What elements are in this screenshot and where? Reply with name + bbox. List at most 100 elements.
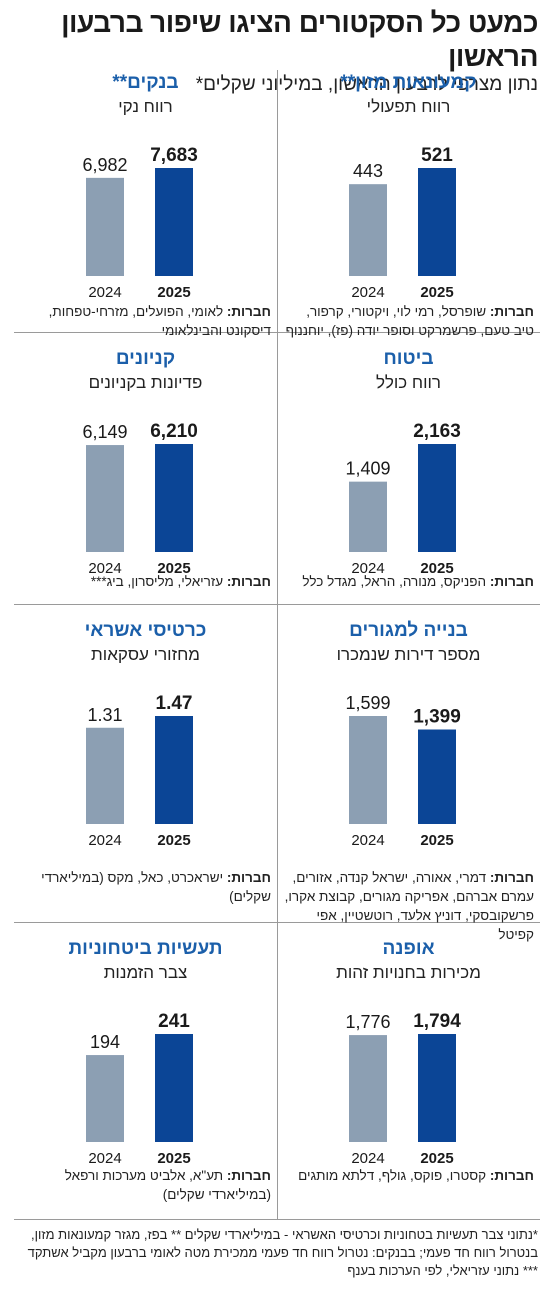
sector-metric: מכירות בחנויות זהות: [336, 963, 481, 982]
bar-2025: [155, 716, 193, 824]
charts-grid: קמעונאות מזון** רווח תפעולי 443 2024 521 2025…: [14, 56, 540, 1220]
bar-2024: [349, 481, 387, 552]
tick-label-2024: 2024: [88, 284, 121, 301]
companies-list: קסטרו, פוקס, גולף, דלתא מותגים: [298, 1168, 490, 1183]
companies-label: חברות:: [489, 304, 534, 319]
sector-title: בנקים**: [112, 72, 179, 93]
value-label-2025: 1.47: [156, 693, 193, 714]
value-label-2024: 1.31: [87, 705, 122, 725]
bar-chart-svg: 1.31 2024 1.47 2025: [86, 693, 193, 849]
bar-chart: 1,599 2024 1,399 2025: [277, 688, 540, 856]
sector-metric: צבר הזמנות: [103, 963, 188, 982]
vertical-divider: [277, 70, 278, 1220]
tick-label-2024: 2024: [351, 284, 384, 301]
companies-note: חברות: הפניקס, מנורה, הראל, מגדל כלל: [283, 572, 534, 591]
bar-chart-svg: 443 2024 521 2025: [349, 145, 456, 301]
row-divider-2: [14, 604, 540, 605]
bar-chart: 443 2024 521 2025: [277, 140, 540, 308]
page-title: כמעט כל הסקטורים הציגו שיפור ברבעון הראש…: [61, 7, 538, 72]
companies-list: שופרסל, רמי לוי, ויקטורי, קרפור, טיב טעם…: [285, 304, 534, 338]
sector-panel-6: אופנה מכירות בחנויות זהות 1,776 2024 1,794 20…: [277, 936, 540, 1196]
tick-label-2025: 2025: [420, 560, 453, 577]
sector-metric: רווח נקי: [118, 97, 173, 116]
tick-label-2024: 2024: [351, 1150, 384, 1167]
row-divider-1: [14, 332, 540, 333]
bar-chart-svg: 6,982 2024 7,683 2025: [82, 145, 198, 301]
bar-chart-svg: 1,409 2024 2,163 2025: [345, 421, 461, 577]
sector-title: כרטיסי אשראי: [84, 620, 207, 641]
bar-chart-svg: 6,149 2024 6,210 2025: [82, 421, 198, 577]
sector-metric: מחזורי עסקאות: [91, 645, 200, 664]
footer-divider: [14, 1219, 540, 1220]
companies-note: חברות: שופרסל, רמי לוי, ויקטורי, קרפור, …: [283, 302, 534, 340]
companies-note: חברות: תע"א, אלביט מערכות ורפאל (במיליאר…: [20, 1166, 271, 1204]
bar-2024: [349, 1035, 387, 1142]
value-label-2024: 6,149: [82, 422, 127, 442]
tick-label-2024: 2024: [88, 832, 121, 849]
bar-chart: 6,149 2024 6,210 2025: [14, 416, 277, 584]
companies-note: חברות: לאומי, הפועלים, מזרחי-טפחות, דיסק…: [20, 302, 271, 340]
page-subtitle: נתון מצרפי לרבעון הראשון, במיליוני שקלים…: [195, 74, 538, 95]
companies-label: חברות:: [226, 574, 271, 589]
sector-metric: רווח כולל: [375, 373, 441, 392]
sector-title: בנייה למגורים: [349, 620, 468, 641]
sector-panel-7: תעשיות ביטחוניות צבר הזמנות 194 2024 241 2025…: [14, 936, 277, 1202]
companies-label: חברות:: [226, 870, 271, 885]
companies-list: הפניקס, מנורה, הראל, מגדל כלל: [302, 574, 490, 589]
value-label-2025: 2,163: [413, 421, 461, 442]
companies-list: דמרי, אאורה, ישראל קנדה, אזורים, עמרם אב…: [284, 870, 534, 942]
bar-2024: [86, 727, 124, 824]
tick-label-2025: 2025: [157, 284, 190, 301]
row-divider-3: [14, 922, 540, 923]
value-label-2025: 1,399: [413, 707, 461, 728]
bar-2024: [86, 177, 124, 276]
bar-chart: 6,982 2024 7,683 2025: [14, 140, 277, 308]
companies-label: חברות:: [489, 870, 534, 885]
bar-chart: 1,776 2024 1,794 2025: [277, 1006, 540, 1174]
bar-chart: 194 2024 241 2025: [14, 1006, 277, 1174]
value-label-2024: 1,599: [345, 693, 390, 713]
value-label-2024: 1,776: [345, 1012, 390, 1032]
value-label-2024: 443: [353, 161, 383, 181]
sector-title: אופנה: [382, 938, 435, 959]
companies-label: חברות:: [226, 1168, 271, 1183]
bar-2024: [86, 445, 124, 552]
companies-note: חברות: עזריאלי, מליסרון, ביג***: [20, 572, 271, 591]
value-label-2025: 241: [158, 1011, 190, 1032]
sector-panel-2: ביטוח רווח כולל 1,409 2024 2,163 2025 חברות: ה…: [277, 346, 540, 606]
tick-label-2025: 2025: [157, 560, 190, 577]
bar-2024: [86, 1055, 124, 1142]
bar-2025: [155, 1034, 193, 1142]
footnote: *נתוני צבר תעשיות בטחוניות וכרטיסי האשרא…: [27, 1227, 538, 1278]
sector-panel-3: קניונים פדיונות בקניונים 6,149 2024 6,210 202…: [14, 346, 277, 606]
companies-note: חברות: קסטרו, פוקס, גולף, דלתא מותגים: [283, 1166, 534, 1185]
tick-label-2025: 2025: [420, 284, 453, 301]
value-label-2025: 1,794: [413, 1011, 461, 1032]
tick-label-2025: 2025: [420, 832, 453, 849]
bar-chart: 1.31 2024 1.47 2025: [14, 688, 277, 856]
bar-chart-svg: 1,599 2024 1,399 2025: [345, 693, 461, 849]
tick-label-2024: 2024: [351, 560, 384, 577]
sector-title: קניונים: [115, 348, 176, 369]
companies-label: חברות:: [226, 304, 271, 319]
tick-label-2024: 2024: [88, 560, 121, 577]
tick-label-2024: 2024: [88, 1150, 121, 1167]
bar-chart-svg: 194 2024 241 2025: [86, 1011, 193, 1167]
bar-2025: [418, 729, 456, 824]
bar-2025: [155, 168, 193, 276]
companies-note: חברות: דמרי, אאורה, ישראל קנדה, אזורים, …: [283, 868, 534, 944]
tick-label-2025: 2025: [157, 1150, 190, 1167]
header: כמעט כל הסקטורים הציגו שיפור ברבעון הראש…: [14, 6, 538, 96]
companies-list: תע"א, אלביט מערכות ורפאל (במיליארדי שקלי…: [64, 1168, 271, 1202]
companies-note: חברות: ישראכרט, כאל, מקס (במיליארדי שקלי…: [20, 868, 271, 906]
bar-2025: [155, 444, 193, 552]
sector-panel-1: בנקים** רווח נקי 6,982 2024 7,683 2025 חברות: …: [14, 70, 277, 338]
companies-list: עזריאלי, מליסרון, ביג***: [90, 574, 227, 589]
value-label-2024: 194: [90, 1032, 120, 1052]
tick-label-2024: 2024: [351, 832, 384, 849]
sector-title: ביטוח: [383, 348, 434, 369]
bar-2024: [349, 716, 387, 824]
value-label-2024: 6,982: [82, 155, 127, 175]
value-label-2025: 6,210: [150, 421, 198, 442]
value-label-2025: 7,683: [150, 145, 198, 166]
